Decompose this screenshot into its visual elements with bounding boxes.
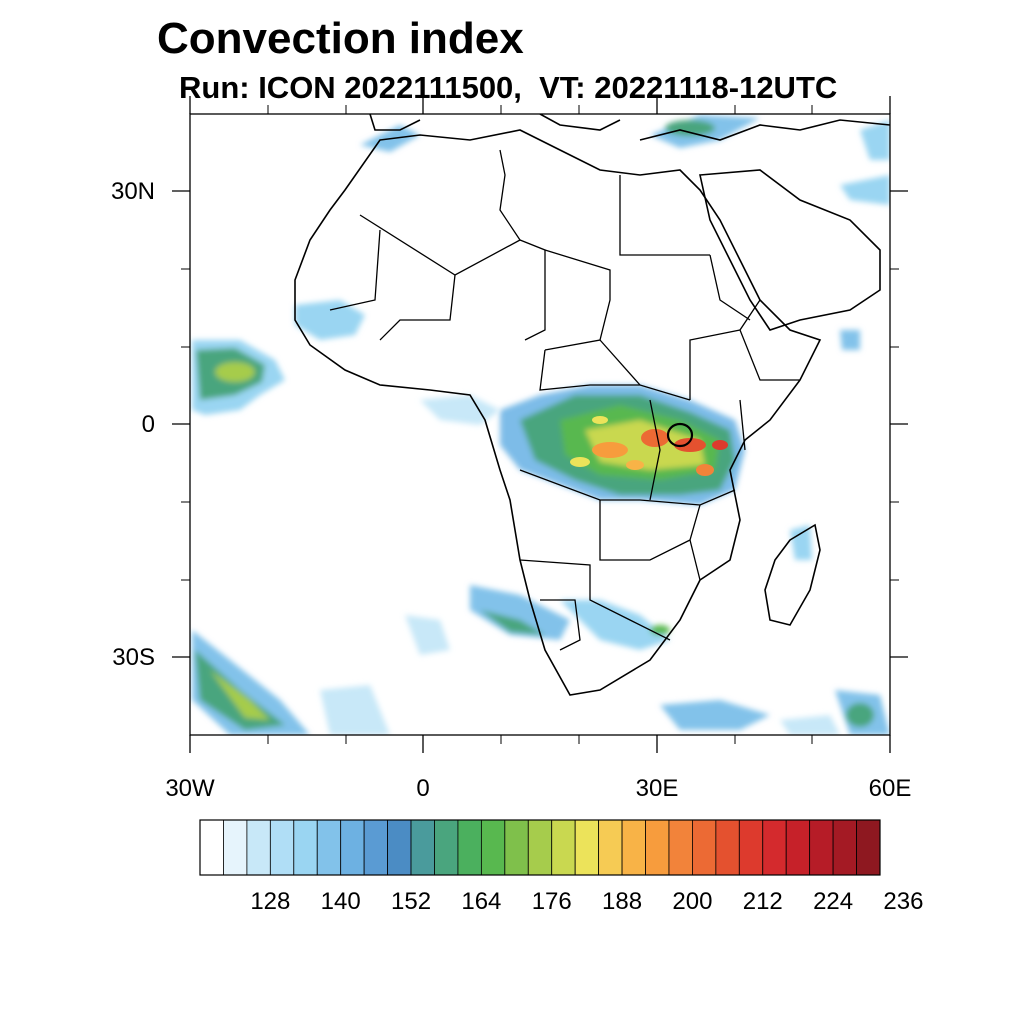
chart-subtitle: Run: ICON 2022111500, VT: 20221118-12UTC <box>179 70 838 105</box>
axis-ticks <box>172 96 908 753</box>
colorbar-swatch <box>246 819 271 876</box>
colorbar-swatch <box>645 819 670 876</box>
colorbar-tick-label: 236 <box>883 888 924 915</box>
south-atlantic-band <box>405 585 670 655</box>
lat-label-30n: 30N <box>110 178 155 205</box>
colorbar-swatch <box>504 819 529 876</box>
colorbar-swatch <box>621 819 646 876</box>
colorbar-swatch <box>668 819 693 876</box>
colorbar-swatch <box>738 819 764 876</box>
colorbar-swatch <box>410 819 435 876</box>
colorbar-swatch <box>293 819 318 876</box>
colorbar-swatch <box>457 819 482 876</box>
lat-label-0: 0 <box>141 411 155 438</box>
colorbar-outline <box>199 819 881 876</box>
colorbar-swatch <box>551 819 576 876</box>
lake-victoria <box>666 422 694 448</box>
colorbar-swatch <box>809 819 834 876</box>
chart-title: Convection index <box>157 14 524 63</box>
colorbar-tick-label: 188 <box>602 888 643 915</box>
colorbar-swatch <box>223 819 248 876</box>
colorbar-tick-label: 224 <box>813 888 854 915</box>
lat-label-30s: 30S <box>112 644 155 671</box>
colorbar-tick-label: 200 <box>672 888 713 915</box>
colorbar-tick-label: 176 <box>531 888 572 915</box>
southern-indian-band <box>660 330 890 735</box>
colorbar-swatch <box>692 819 717 876</box>
lon-label-30e: 30E <box>635 775 679 802</box>
colorbar-swatch <box>480 819 506 876</box>
colorbar-tick-label: 152 <box>391 888 432 915</box>
colorbar-swatch <box>856 819 881 876</box>
hotspots <box>570 416 728 476</box>
colorbar-swatch <box>434 819 459 876</box>
colorbar-tick-label: 212 <box>742 888 783 915</box>
tropical-atlantic-cluster <box>192 340 285 415</box>
mediterranean-band <box>360 115 890 205</box>
axis-minor-ticks <box>181 105 899 744</box>
madagascar-coastline <box>764 523 821 626</box>
lon-label-30w: 30W <box>165 775 215 802</box>
colorbar-swatch <box>785 819 811 876</box>
colorbar-swatch <box>269 819 295 876</box>
colorbar <box>199 819 881 876</box>
colorbar-swatch <box>715 819 740 876</box>
colorbar-swatch <box>527 819 553 876</box>
colorbar-swatch <box>363 819 388 876</box>
country-borders <box>329 149 800 651</box>
southwest-corner-band <box>192 630 390 735</box>
colorbar-tick-label: 128 <box>250 888 291 915</box>
colorbar-swatch <box>598 819 623 876</box>
colorbar-swatch <box>574 819 600 876</box>
lon-label-0: 0 <box>416 775 430 802</box>
colorbar-tick-label: 140 <box>320 888 361 915</box>
colorbar-tick-label: 164 <box>461 888 502 915</box>
colorbar-swatch <box>199 819 224 876</box>
colorbar-swatch <box>387 819 412 876</box>
colorbar-swatch <box>832 819 857 876</box>
colorbar-swatch <box>340 819 365 876</box>
europe-coastline <box>369 114 890 141</box>
arabia-coastline <box>699 169 881 331</box>
colorbar-swatch <box>762 819 787 876</box>
lon-label-60e: 60E <box>868 775 912 802</box>
colorbar-swatch <box>316 819 342 876</box>
west-africa-coast <box>295 300 500 425</box>
convection-field <box>192 115 890 735</box>
